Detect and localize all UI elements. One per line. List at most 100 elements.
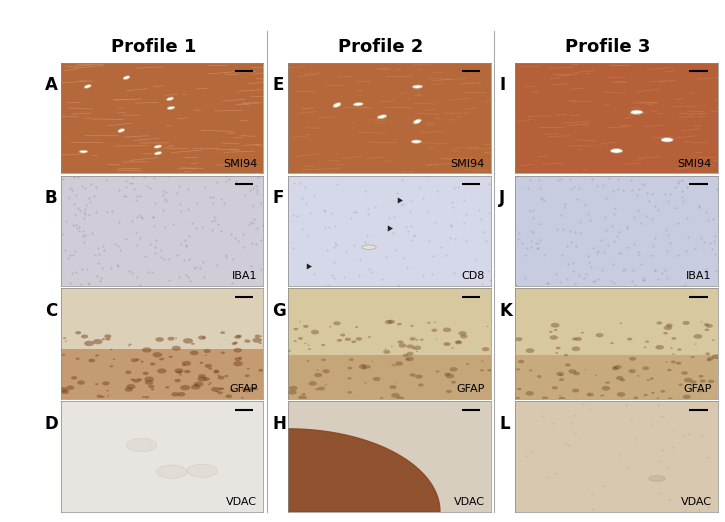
Ellipse shape <box>154 145 162 148</box>
Circle shape <box>334 322 341 325</box>
Text: SMI94: SMI94 <box>223 159 257 169</box>
Circle shape <box>294 328 299 330</box>
Text: VDAC: VDAC <box>681 497 712 507</box>
Circle shape <box>542 396 548 400</box>
Circle shape <box>128 345 130 346</box>
Circle shape <box>176 371 182 374</box>
Circle shape <box>672 353 675 355</box>
Circle shape <box>105 338 110 340</box>
Circle shape <box>307 345 310 346</box>
Text: A: A <box>45 76 58 94</box>
Circle shape <box>324 385 327 386</box>
Circle shape <box>605 382 606 383</box>
Circle shape <box>410 373 415 377</box>
Circle shape <box>347 391 352 394</box>
Circle shape <box>179 374 182 375</box>
Circle shape <box>198 374 206 378</box>
Circle shape <box>130 378 135 381</box>
Text: C: C <box>45 302 57 319</box>
Circle shape <box>307 360 310 362</box>
Circle shape <box>565 363 571 366</box>
Circle shape <box>573 372 580 375</box>
Circle shape <box>410 337 415 340</box>
Circle shape <box>666 324 673 327</box>
Circle shape <box>596 333 603 337</box>
Circle shape <box>241 397 244 399</box>
Circle shape <box>572 338 577 340</box>
Circle shape <box>339 339 342 341</box>
Circle shape <box>104 334 112 338</box>
Circle shape <box>451 381 456 384</box>
Circle shape <box>197 376 207 382</box>
Circle shape <box>707 359 711 361</box>
Circle shape <box>445 374 454 378</box>
Circle shape <box>81 335 88 338</box>
Circle shape <box>443 327 452 332</box>
Ellipse shape <box>157 465 187 478</box>
Circle shape <box>415 339 418 341</box>
Circle shape <box>150 362 155 365</box>
Circle shape <box>142 396 145 398</box>
Circle shape <box>559 378 564 381</box>
Circle shape <box>406 359 410 361</box>
Circle shape <box>106 390 109 392</box>
Ellipse shape <box>333 103 341 108</box>
Circle shape <box>552 386 558 389</box>
Circle shape <box>220 331 225 334</box>
Circle shape <box>526 348 534 353</box>
Circle shape <box>612 367 618 371</box>
Text: I: I <box>500 76 505 94</box>
Circle shape <box>698 375 703 377</box>
Circle shape <box>394 365 396 366</box>
Circle shape <box>220 351 225 354</box>
Circle shape <box>707 357 713 360</box>
Circle shape <box>364 365 370 369</box>
Circle shape <box>182 361 191 366</box>
Circle shape <box>75 358 80 360</box>
Circle shape <box>690 380 697 384</box>
Text: CD8: CD8 <box>461 271 484 281</box>
Circle shape <box>482 347 489 351</box>
Circle shape <box>191 385 200 389</box>
Circle shape <box>259 342 262 344</box>
Text: G: G <box>272 302 286 319</box>
Ellipse shape <box>362 245 376 250</box>
Circle shape <box>550 335 558 340</box>
Circle shape <box>644 394 648 396</box>
Circle shape <box>684 377 692 382</box>
Circle shape <box>311 330 319 335</box>
Circle shape <box>174 369 183 373</box>
Circle shape <box>602 386 610 390</box>
Circle shape <box>392 364 394 365</box>
Circle shape <box>416 351 418 352</box>
Circle shape <box>183 338 193 343</box>
Circle shape <box>302 393 306 395</box>
Circle shape <box>231 342 237 345</box>
Circle shape <box>549 331 552 333</box>
Circle shape <box>209 382 212 384</box>
Text: K: K <box>500 302 512 319</box>
Text: GFAP: GFAP <box>456 384 484 394</box>
Circle shape <box>594 375 597 376</box>
Circle shape <box>218 392 223 394</box>
Circle shape <box>157 369 167 374</box>
Circle shape <box>242 387 252 392</box>
Circle shape <box>602 395 605 396</box>
Circle shape <box>96 395 102 398</box>
Text: E: E <box>272 76 283 94</box>
Circle shape <box>407 345 414 349</box>
Circle shape <box>356 337 362 341</box>
Circle shape <box>518 360 524 363</box>
Circle shape <box>515 337 523 341</box>
Bar <box>61 349 263 399</box>
Circle shape <box>347 377 352 379</box>
Circle shape <box>395 362 403 366</box>
Circle shape <box>244 339 251 343</box>
Circle shape <box>606 382 610 384</box>
Circle shape <box>554 329 558 331</box>
Circle shape <box>420 339 423 341</box>
Circle shape <box>218 376 225 379</box>
Circle shape <box>555 352 558 354</box>
Circle shape <box>309 381 317 386</box>
Circle shape <box>93 339 103 345</box>
